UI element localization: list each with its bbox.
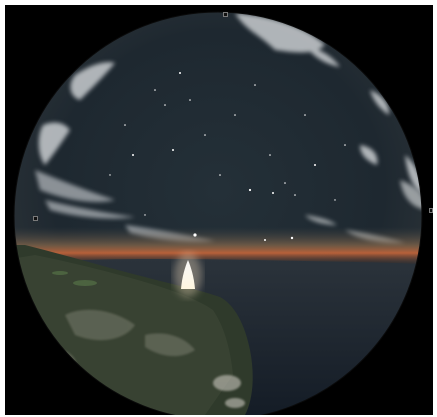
- west-marker-icon: [33, 216, 38, 221]
- fisheye-dome[interactable]: [5, 5, 433, 415]
- dome-rim: [13, 11, 423, 415]
- stars: [109, 72, 346, 241]
- north-marker-icon: [223, 12, 228, 17]
- upper-clouds: [38, 13, 422, 195]
- east-marker-icon: [429, 208, 433, 213]
- planetarium-viewport[interactable]: [5, 5, 433, 415]
- rocket-plume: [174, 253, 202, 297]
